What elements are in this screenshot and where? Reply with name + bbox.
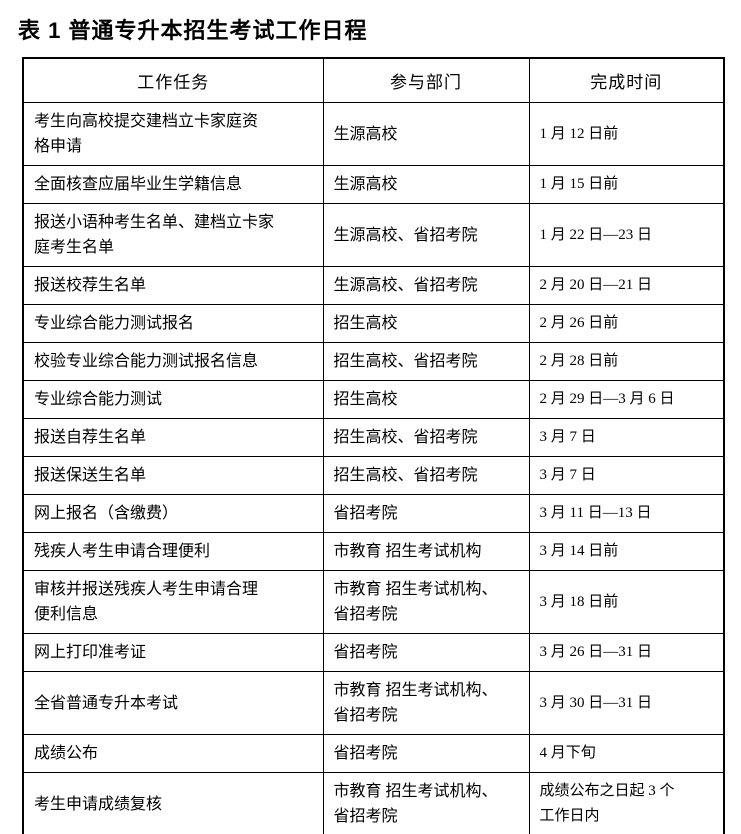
dept-cell: 生源高校	[322, 165, 530, 204]
task-cell: 成绩公布	[22, 734, 324, 773]
dept-cell: 招生高校、省招考院	[322, 342, 530, 381]
table-row: 网上打印准考证 省招考院 3 月 26 日—31 日	[22, 633, 725, 672]
schedule-table: 工作任务 参与部门 完成时间 考生向高校提交建档立卡家庭资 格申请 生源高校 1…	[22, 57, 725, 834]
table-row: 残疾人考生申请合理便利 市教育 招生考试机构 3 月 14 日前	[22, 532, 725, 571]
task-cell: 全面核查应届毕业生学籍信息	[22, 165, 324, 204]
dept-cell: 省招考院	[322, 633, 530, 672]
header-task: 工作任务	[22, 57, 324, 103]
time-cell: 3 月 30 日—31 日	[528, 671, 725, 735]
dept-cell: 省招考院	[322, 494, 530, 533]
dept-cell: 市教育 招生考试机构、 省招考院	[322, 671, 530, 735]
time-cell: 1 月 22 日—23 日	[528, 203, 725, 267]
task-cell: 全省普通专升本考试	[22, 671, 324, 735]
dept-cell: 生源高校、省招考院	[322, 266, 530, 305]
task-cell: 报送小语种考生名单、建档立卡家 庭考生名单	[22, 203, 324, 267]
time-cell: 2 月 26 日前	[528, 304, 725, 343]
task-cell: 网上报名（含缴费）	[22, 494, 324, 533]
table-row: 专业综合能力测试报名 招生高校 2 月 26 日前	[22, 304, 725, 343]
task-cell: 专业综合能力测试报名	[22, 304, 324, 343]
time-cell: 3 月 14 日前	[528, 532, 725, 571]
time-cell: 3 月 11 日—13 日	[528, 494, 725, 533]
task-cell: 残疾人考生申请合理便利	[22, 532, 324, 571]
header-time: 完成时间	[528, 57, 725, 103]
time-cell: 3 月 26 日—31 日	[528, 633, 725, 672]
time-cell: 成绩公布之日起 3 个 工作日内	[528, 772, 725, 834]
task-cell: 审核并报送残疾人考生申请合理 便利信息	[22, 570, 324, 634]
time-cell: 2 月 29 日—3 月 6 日	[528, 380, 725, 419]
table-row: 报送自荐生名单 招生高校、省招考院 3 月 7 日	[22, 418, 725, 457]
table-row: 考生申请成绩复核 市教育 招生考试机构、 省招考院 成绩公布之日起 3 个 工作…	[22, 772, 725, 834]
table-row: 考生向高校提交建档立卡家庭资 格申请 生源高校 1 月 12 日前	[22, 102, 725, 166]
task-cell: 网上打印准考证	[22, 633, 324, 672]
task-cell: 考生向高校提交建档立卡家庭资 格申请	[22, 102, 324, 166]
header-dept: 参与部门	[322, 57, 530, 103]
time-cell: 2 月 28 日前	[528, 342, 725, 381]
dept-cell: 生源高校、省招考院	[322, 203, 530, 267]
table-row: 审核并报送残疾人考生申请合理 便利信息 市教育 招生考试机构、 省招考院 3 月…	[22, 570, 725, 634]
task-cell: 专业综合能力测试	[22, 380, 324, 419]
time-cell: 4 月下旬	[528, 734, 725, 773]
task-cell: 考生申请成绩复核	[22, 772, 324, 834]
task-cell: 报送自荐生名单	[22, 418, 324, 457]
table-row: 全面核查应届毕业生学籍信息 生源高校 1 月 15 日前	[22, 165, 725, 204]
dept-cell: 市教育 招生考试机构、 省招考院	[322, 772, 530, 834]
table-row: 报送保送生名单 招生高校、省招考院 3 月 7 日	[22, 456, 725, 495]
table-title: 表 1 普通专升本招生考试工作日程	[18, 18, 368, 43]
time-cell: 3 月 18 日前	[528, 570, 725, 634]
task-cell: 报送校荐生名单	[22, 266, 324, 305]
table-row: 报送校荐生名单 生源高校、省招考院 2 月 20 日—21 日	[22, 266, 725, 305]
task-cell: 报送保送生名单	[22, 456, 324, 495]
time-cell: 1 月 15 日前	[528, 165, 725, 204]
table-row: 校验专业综合能力测试报名信息 招生高校、省招考院 2 月 28 日前	[22, 342, 725, 381]
table-row: 专业综合能力测试 招生高校 2 月 29 日—3 月 6 日	[22, 380, 725, 419]
dept-cell: 市教育 招生考试机构	[322, 532, 530, 571]
header-row: 工作任务 参与部门 完成时间	[22, 57, 725, 103]
table-row: 网上报名（含缴费） 省招考院 3 月 11 日—13 日	[22, 494, 725, 533]
dept-cell: 招生高校、省招考院	[322, 456, 530, 495]
dept-cell: 省招考院	[322, 734, 530, 773]
dept-cell: 生源高校	[322, 102, 530, 166]
table-row: 成绩公布 省招考院 4 月下旬	[22, 734, 725, 773]
table-row: 全省普通专升本考试 市教育 招生考试机构、 省招考院 3 月 30 日—31 日	[22, 671, 725, 735]
dept-cell: 招生高校、省招考院	[322, 418, 530, 457]
dept-cell: 市教育 招生考试机构、 省招考院	[322, 570, 530, 634]
task-cell: 校验专业综合能力测试报名信息	[22, 342, 324, 381]
time-cell: 3 月 7 日	[528, 456, 725, 495]
dept-cell: 招生高校	[322, 380, 530, 419]
time-cell: 1 月 12 日前	[528, 102, 725, 166]
table-row: 报送小语种考生名单、建档立卡家 庭考生名单 生源高校、省招考院 1 月 22 日…	[22, 203, 725, 267]
time-cell: 2 月 20 日—21 日	[528, 266, 725, 305]
dept-cell: 招生高校	[322, 304, 530, 343]
time-cell: 3 月 7 日	[528, 418, 725, 457]
